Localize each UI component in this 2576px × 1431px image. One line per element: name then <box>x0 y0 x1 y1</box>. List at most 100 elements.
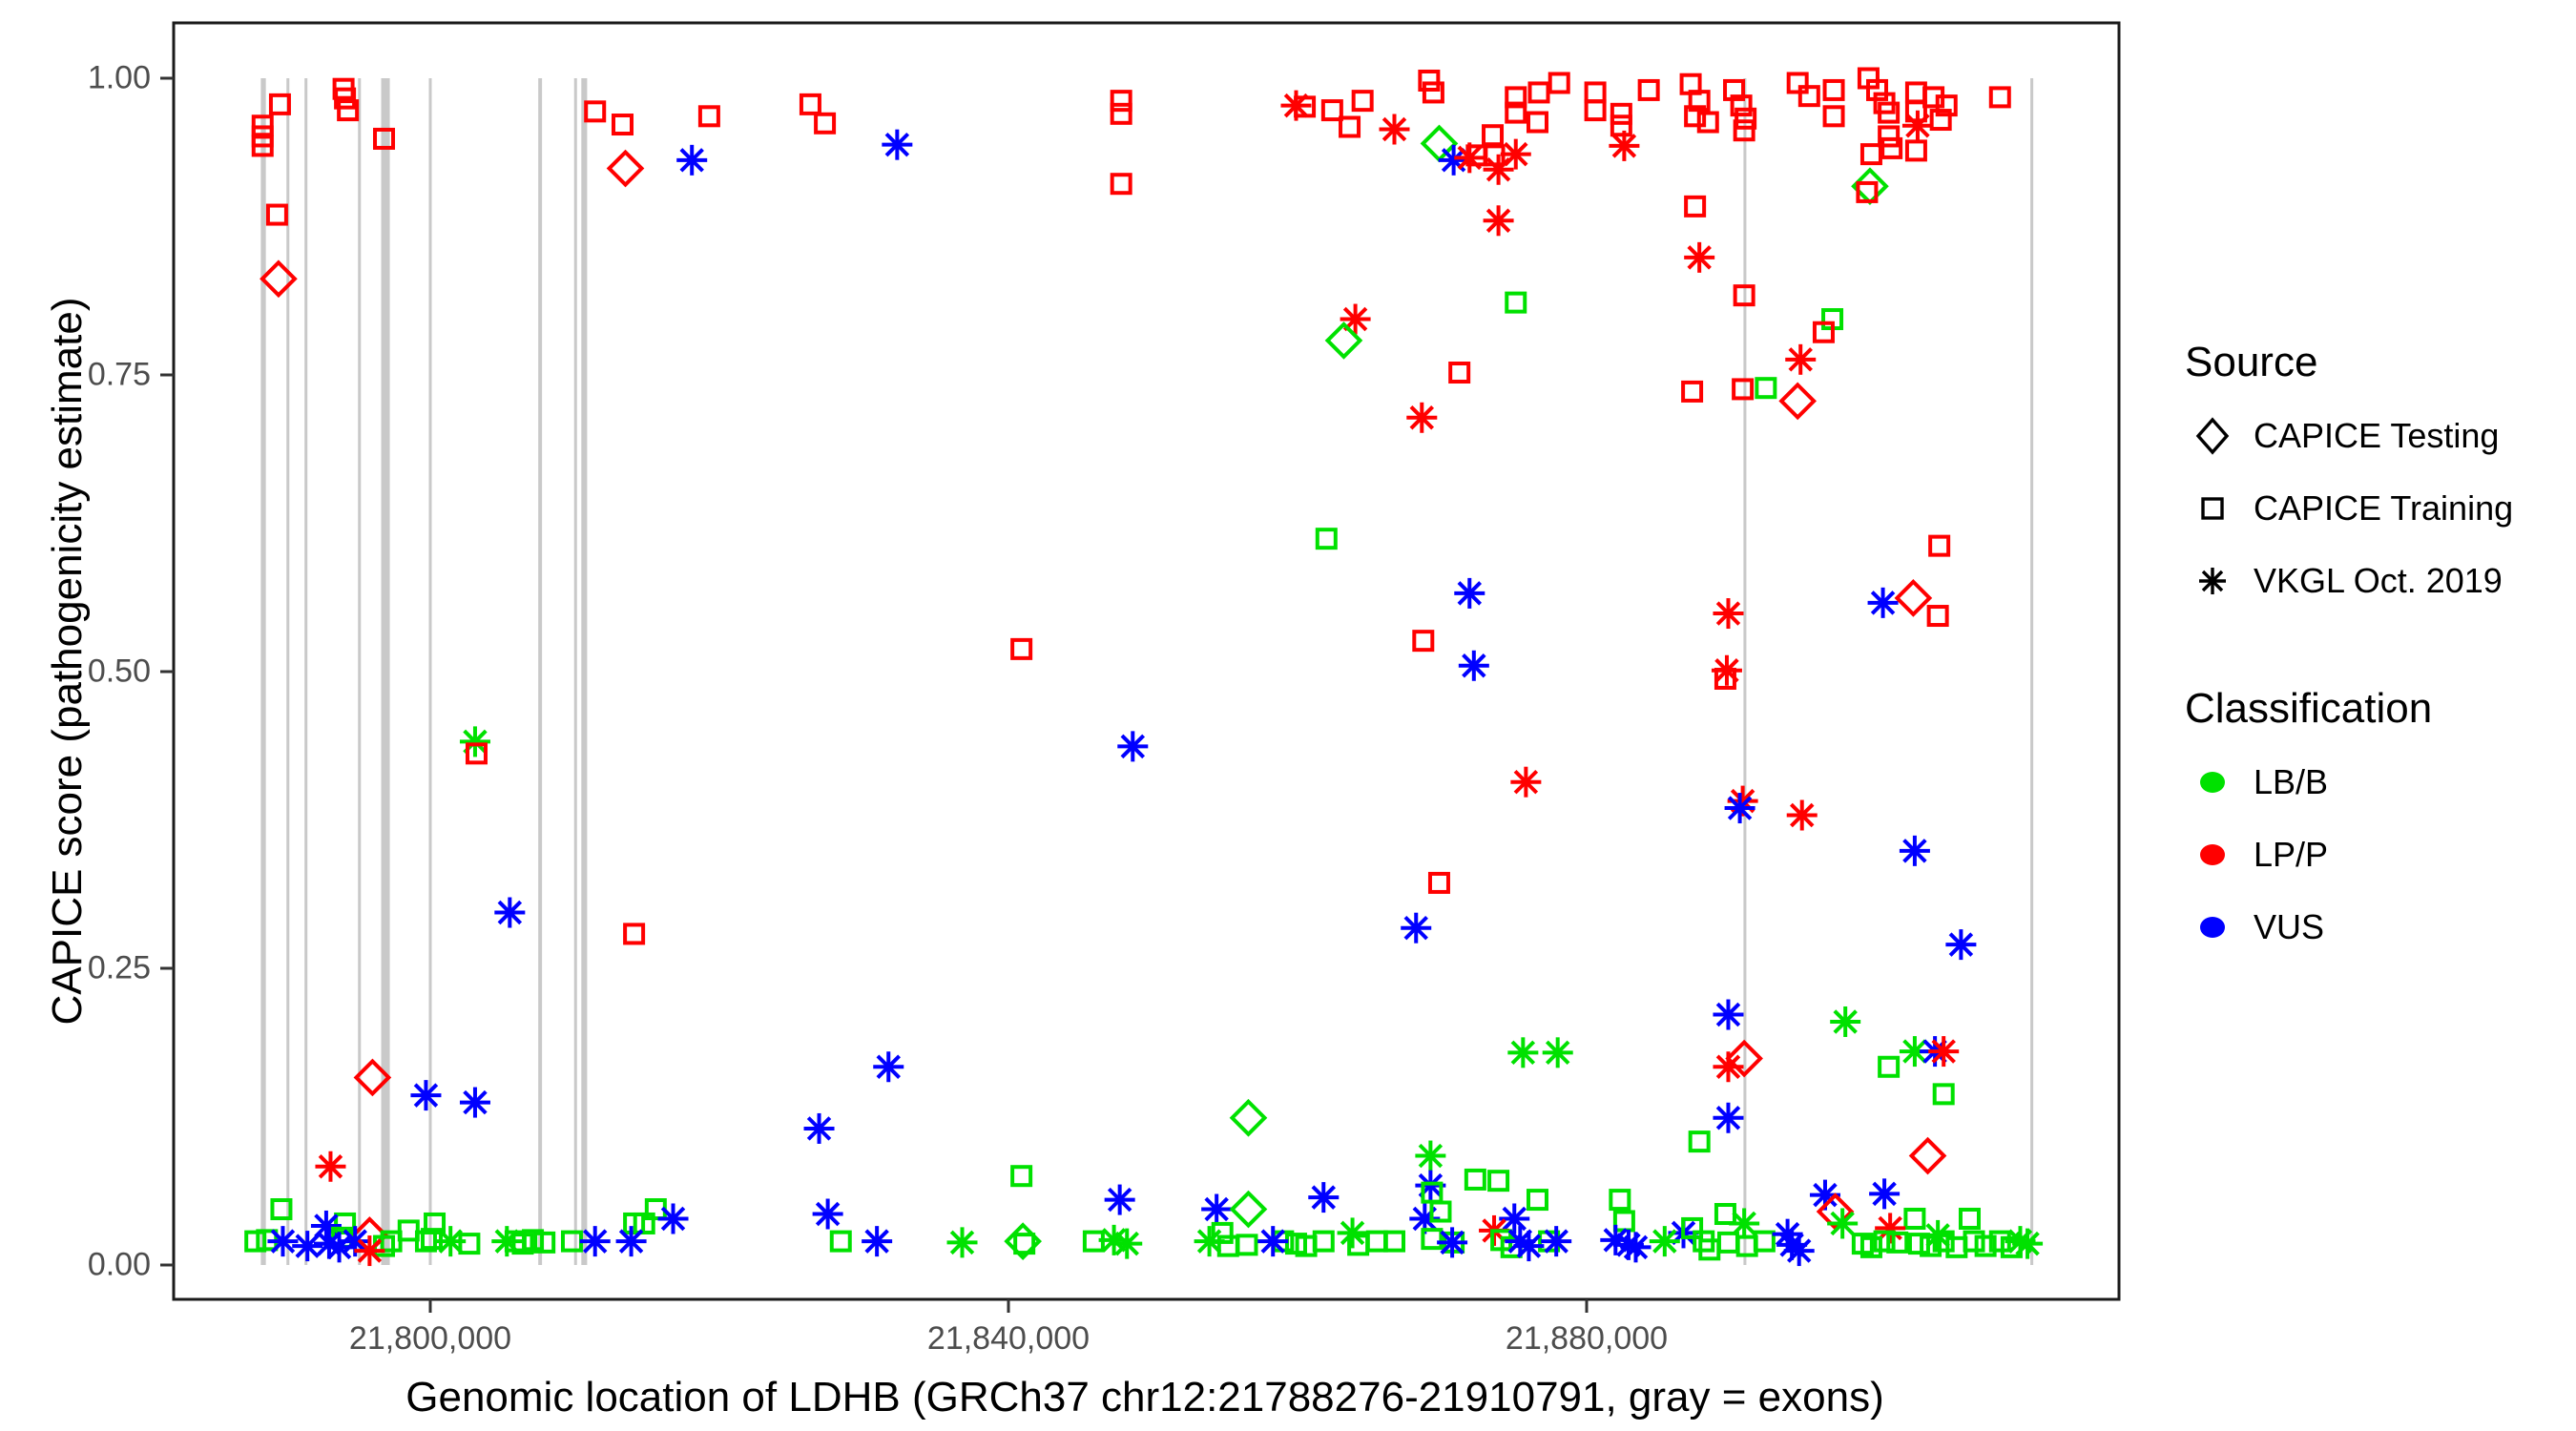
data-point <box>1507 1037 1539 1068</box>
data-point <box>267 1226 299 1257</box>
data-point <box>1513 1231 1545 1262</box>
data-point <box>1783 1235 1815 1267</box>
data-point <box>1958 1207 1981 1230</box>
data-point <box>1873 1230 1896 1253</box>
data-point <box>829 1230 852 1253</box>
data-point <box>340 1226 371 1257</box>
exon-line <box>1743 78 1747 1265</box>
data-point <box>1351 90 1374 113</box>
data-point <box>1117 731 1149 762</box>
green-dot-icon <box>2200 772 2225 793</box>
data-point <box>1732 378 1755 401</box>
data-point <box>1412 630 1435 653</box>
data-point <box>1901 110 1933 141</box>
data-point <box>1786 72 1809 94</box>
legend-item-capice-testing: CAPICE Testing <box>2185 400 2566 472</box>
data-point <box>1903 1207 1926 1230</box>
data-point <box>1483 205 1514 237</box>
data-point <box>1110 90 1132 113</box>
data-point <box>354 1235 385 1267</box>
data-point <box>1733 284 1755 307</box>
data-point <box>1729 1208 1760 1239</box>
data-point <box>1894 579 1933 617</box>
data-point <box>1229 1190 1268 1229</box>
data-point <box>1201 1193 1233 1225</box>
exon-line <box>381 78 390 1265</box>
data-point <box>1236 1234 1258 1256</box>
data-point <box>1713 598 1744 630</box>
data-point <box>1422 81 1444 104</box>
legend-item-label: LP/P <box>2254 835 2329 874</box>
data-point <box>1379 114 1410 145</box>
data-point <box>1483 144 1506 167</box>
legend-classification: Classification LB/B LP/P VUS <box>2185 685 2566 964</box>
data-point <box>1406 402 1438 433</box>
data-point <box>1487 1170 1510 1192</box>
x-tick-label: 21,800,000 <box>348 1320 512 1357</box>
data-point <box>1713 999 1744 1030</box>
data-point <box>1886 1231 1909 1254</box>
data-point <box>1753 1230 1776 1253</box>
data-point <box>1880 136 1903 159</box>
data-point <box>315 1151 346 1182</box>
data-point <box>1383 1230 1406 1253</box>
exon-line <box>358 78 362 1265</box>
data-point <box>1510 766 1542 798</box>
data-point <box>1294 95 1317 118</box>
data-point <box>1945 929 1977 961</box>
data-point <box>1812 321 1835 343</box>
data-point <box>1735 107 1757 130</box>
data-point <box>1932 1083 1955 1106</box>
exon-line <box>2030 78 2034 1265</box>
exon-line <box>260 78 266 1265</box>
y-tick-label: 0.75 <box>87 356 151 393</box>
data-point <box>337 99 360 122</box>
exon-line <box>573 78 577 1265</box>
data-point <box>1778 382 1818 421</box>
data-point <box>697 105 720 128</box>
data-point <box>862 1226 893 1257</box>
data-point <box>1724 793 1755 824</box>
data-point <box>1542 1037 1573 1068</box>
data-point <box>1010 637 1033 660</box>
legend-item-label: LB/B <box>2254 762 2329 801</box>
data-point <box>873 1051 904 1083</box>
data-point <box>1010 1165 1033 1188</box>
data-point <box>1110 102 1132 125</box>
data-point <box>657 1203 689 1234</box>
data-point <box>1427 871 1450 894</box>
data-point <box>1904 139 1927 162</box>
exon-line <box>581 78 588 1265</box>
x-axis-title: Genomic location of LDHB (GRCh37 chr12:2… <box>405 1374 1884 1421</box>
asterisk-icon <box>2199 568 2226 594</box>
legend-item-label: VKGL Oct. 2019 <box>2254 561 2503 600</box>
data-point <box>1797 85 1820 108</box>
data-point <box>1448 362 1471 384</box>
x-tick-label: 21,880,000 <box>1505 1320 1669 1357</box>
data-point <box>1505 86 1527 109</box>
data-point <box>265 203 288 226</box>
data-point <box>268 93 291 115</box>
data-point <box>244 1230 267 1253</box>
legend-classification-title: Classification <box>2185 685 2433 732</box>
data-point <box>1859 1235 1882 1258</box>
data-point <box>623 923 646 945</box>
data-point <box>1194 1226 1225 1257</box>
data-point <box>606 149 645 188</box>
data-point <box>1526 111 1548 134</box>
data-point <box>1320 99 1343 122</box>
data-point <box>334 87 357 110</box>
data-point <box>1609 130 1640 161</box>
data-point <box>1867 587 1899 618</box>
data-point <box>1458 650 1489 681</box>
data-point <box>1878 101 1901 124</box>
data-point <box>1684 195 1707 218</box>
data-point <box>1859 143 1882 166</box>
data-point <box>491 1226 523 1257</box>
data-point <box>882 129 913 160</box>
data-point <box>1878 125 1901 148</box>
data-point <box>1869 1178 1901 1210</box>
data-point <box>1505 1226 1536 1257</box>
data-point <box>1526 1189 1548 1212</box>
